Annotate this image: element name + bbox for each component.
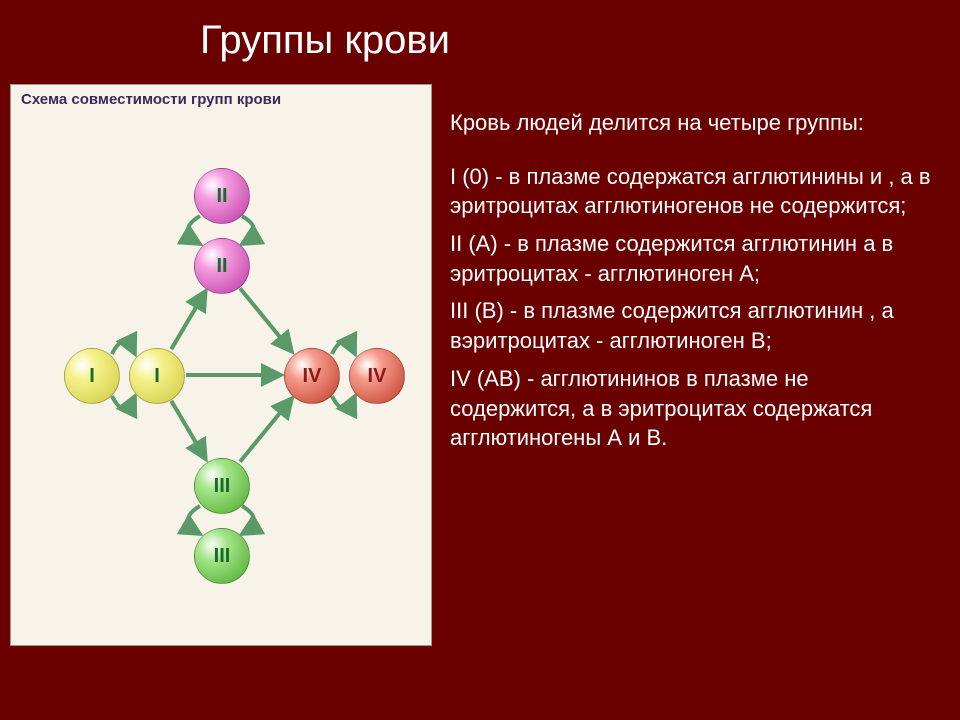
diagram-panel: Схема совместимости групп крови IIIIIIIV… <box>10 84 432 646</box>
arrow <box>188 216 200 244</box>
arrow <box>171 291 205 349</box>
page-title: Группы крови <box>200 18 450 63</box>
arrow <box>240 398 292 462</box>
arrow <box>112 396 135 408</box>
arrow <box>242 506 254 534</box>
group3-text: III (В) - в плазме содержится агглютинин… <box>450 296 940 355</box>
node-II-bot: II <box>194 238 250 294</box>
group2-text: II (А) - в плазме содержится агглютинин … <box>450 229 940 288</box>
node-III-bot: III <box>194 528 250 584</box>
node-II-top: II <box>194 168 250 224</box>
body-text: Кровь людей делится на четыре группы: I … <box>450 108 940 461</box>
intro-text: Кровь людей делится на четыре группы: <box>450 108 940 138</box>
arrow <box>171 401 205 459</box>
arrow <box>332 342 355 354</box>
arrow <box>112 342 135 354</box>
spacer <box>450 146 940 154</box>
arrow <box>242 216 254 244</box>
node-IV-left: IV <box>284 348 340 404</box>
node-IV-right: IV <box>349 348 405 404</box>
group4-text: IV (АВ) - агглютининов в плазме не содер… <box>450 364 940 453</box>
node-I-left: I <box>64 348 120 404</box>
group1-text: I (0) - в плазме содержатся агглютинины … <box>450 162 940 221</box>
arrow <box>332 396 355 408</box>
node-I-right: I <box>129 348 185 404</box>
arrow <box>188 506 200 534</box>
node-III-top: III <box>194 458 250 514</box>
arrow <box>240 288 292 352</box>
slide: Группы крови Схема совместимости групп к… <box>0 0 960 720</box>
